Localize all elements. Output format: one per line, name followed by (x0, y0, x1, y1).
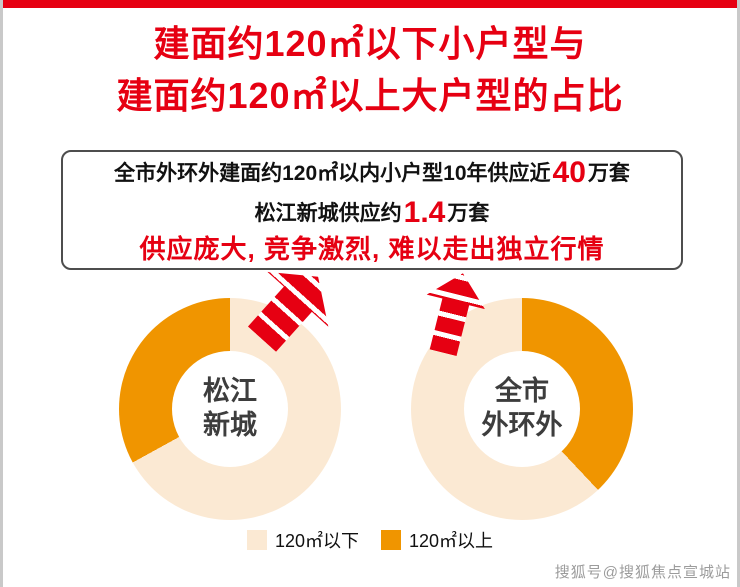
donut-label-line-1: 松江 (203, 376, 257, 407)
conclusion-line: 供应庞大, 竞争激烈, 难以走出独立行情 (139, 234, 605, 265)
legend-swatch-below-icon (246, 530, 267, 550)
donut-label-line-1: 全市 (495, 376, 549, 407)
donut-center-label-citywide: 全市 外环外 (464, 351, 580, 467)
legend-label-below: 120㎡以下 (274, 531, 359, 551)
donut-label-line-2: 外环外 (481, 410, 563, 440)
citywide-supply-text-post: 万套 (587, 162, 630, 186)
songjiang-supply-text-post: 万套 (447, 202, 490, 226)
watermark: 搜狐号@搜狐焦点宣城站 (554, 564, 731, 581)
legend-item-above: 120㎡以上 (381, 527, 493, 553)
legend-item-below: 120㎡以下 (246, 527, 359, 553)
title-line-2: 建面约120㎡以上大户型的占比 (116, 75, 624, 117)
title-line-1: 建面约120㎡以下小户型与 (153, 23, 587, 64)
donut-chart-songjiang: 松江 新城 (119, 298, 341, 520)
page-title: 建面约120㎡以下小户型与 建面约120㎡以上大户型的占比 (3, 18, 737, 122)
legend-label-above: 120㎡以上 (409, 531, 494, 551)
chart-legend: 120㎡以下 120㎡以上 (3, 527, 737, 553)
citywide-supply-text-pre: 全市外环外建面约120㎡以内小户型10年供应近 (114, 162, 551, 186)
donut-chart-citywide: 全市 外环外 (411, 298, 633, 520)
donut-center-label-songjiang: 松江 新城 (172, 351, 288, 467)
songjiang-supply-line: 松江新城供应约1.4万套 (255, 193, 490, 232)
donut-label-line-2: 新城 (203, 410, 257, 440)
songjiang-supply-value: 1.4 (403, 196, 446, 230)
songjiang-supply-text-pre: 松江新城供应约 (254, 202, 402, 226)
summary-box: 全市外环外建面约120㎡以内小户型10年供应近40万套 松江新城供应约1.4万套… (61, 150, 683, 270)
legend-swatch-above-icon (381, 530, 401, 550)
citywide-supply-line: 全市外环外建面约120㎡以内小户型10年供应近40万套 (114, 153, 630, 192)
citywide-supply-value: 40 (552, 156, 586, 190)
top-red-bar (3, 0, 737, 8)
